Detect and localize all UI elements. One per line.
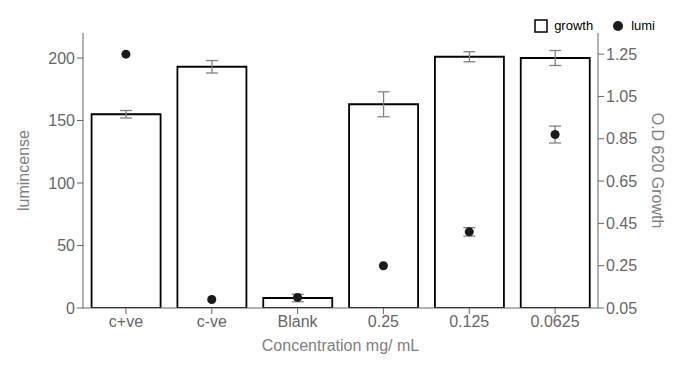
svg-text:O.D 620 Growth: O.D 620 Growth [649, 113, 666, 229]
svg-text:1.05: 1.05 [606, 88, 637, 105]
svg-text:lumincense: lumincense [15, 130, 32, 211]
svg-text:0.25: 0.25 [368, 313, 399, 330]
svg-text:0.25: 0.25 [606, 257, 637, 274]
svg-text:0.0625: 0.0625 [531, 313, 580, 330]
svg-text:150: 150 [48, 112, 75, 129]
svg-text:0.125: 0.125 [449, 313, 489, 330]
svg-text:c+ve: c+ve [109, 313, 143, 330]
svg-text:50: 50 [57, 237, 75, 254]
svg-text:0.45: 0.45 [606, 215, 637, 232]
svg-text:1.25: 1.25 [606, 46, 637, 63]
svg-text:Concentration mg/ mL: Concentration mg/ mL [262, 337, 420, 354]
svg-text:Blank: Blank [278, 313, 319, 330]
svg-text:0.05: 0.05 [606, 300, 637, 317]
html-text:lumi: lumi [631, 18, 655, 33]
svg-text:100: 100 [48, 175, 75, 192]
svg-text:0.65: 0.65 [606, 173, 637, 190]
svg-text:c-ve: c-ve [197, 313, 227, 330]
html-text:growth: growth [554, 18, 594, 33]
svg-text:0.85: 0.85 [606, 130, 637, 147]
svg-text:200: 200 [48, 50, 75, 67]
svg-text:0: 0 [66, 300, 75, 317]
